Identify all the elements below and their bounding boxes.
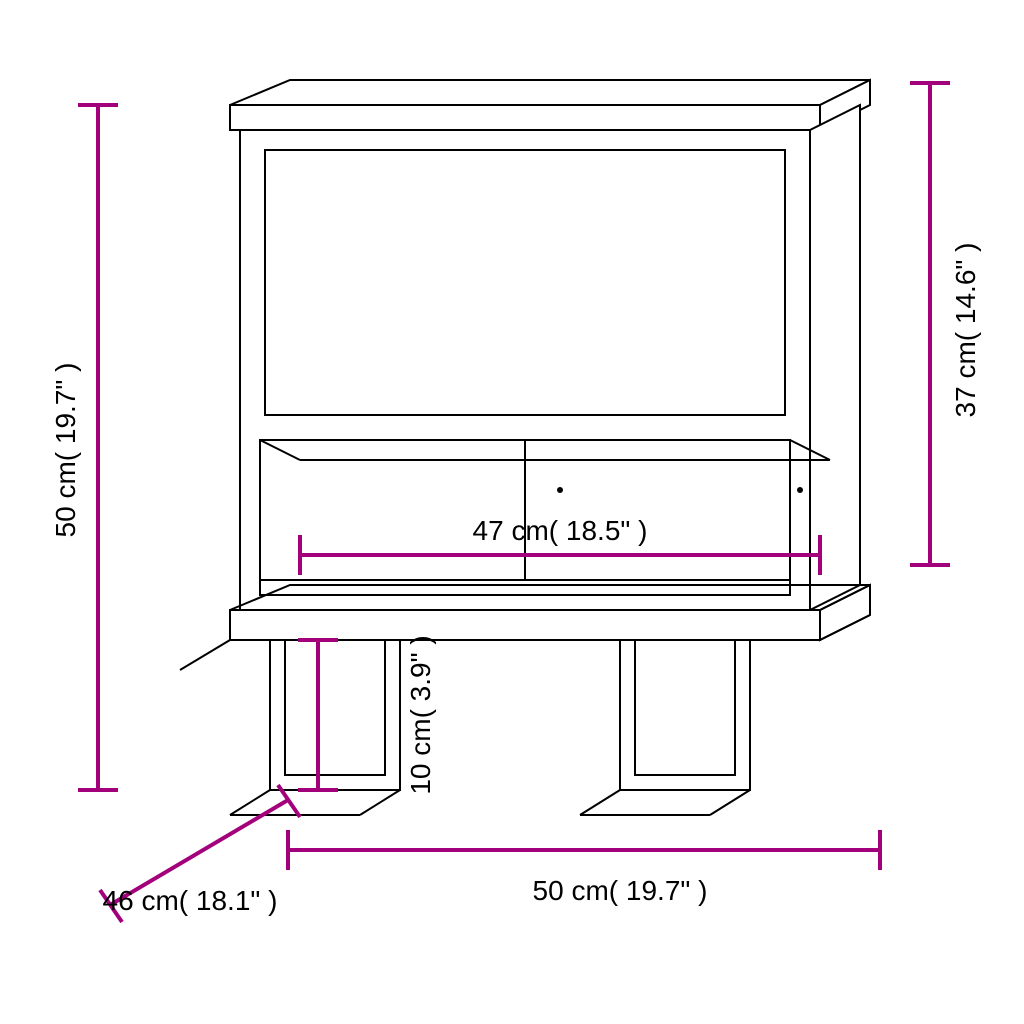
- product-drawing: [180, 80, 870, 815]
- dim-depth-label: 46 cm( 18.1" ): [103, 885, 278, 916]
- dim-upper-height: 37 cm( 14.6" ): [910, 83, 981, 565]
- dim-height-total-label: 50 cm( 19.7" ): [50, 363, 81, 538]
- dim-width-total: 50 cm( 19.7" ): [288, 830, 880, 906]
- dim-leg-height-label: 10 cm( 3.9" ): [405, 635, 436, 794]
- dim-upper-height-label: 37 cm( 14.6" ): [950, 243, 981, 418]
- dim-width-total-label: 50 cm( 19.7" ): [533, 875, 708, 906]
- dim-leg-height: 10 cm( 3.9" ): [298, 635, 436, 794]
- dim-depth: 46 cm( 18.1" ): [100, 785, 300, 922]
- dimension-diagram: 50 cm( 19.7" ) 37 cm( 14.6" ) 47 cm( 18.…: [0, 0, 1024, 1024]
- dim-shelf-width-label: 47 cm( 18.5" ): [473, 515, 648, 546]
- dim-height-total: 50 cm( 19.7" ): [50, 105, 118, 790]
